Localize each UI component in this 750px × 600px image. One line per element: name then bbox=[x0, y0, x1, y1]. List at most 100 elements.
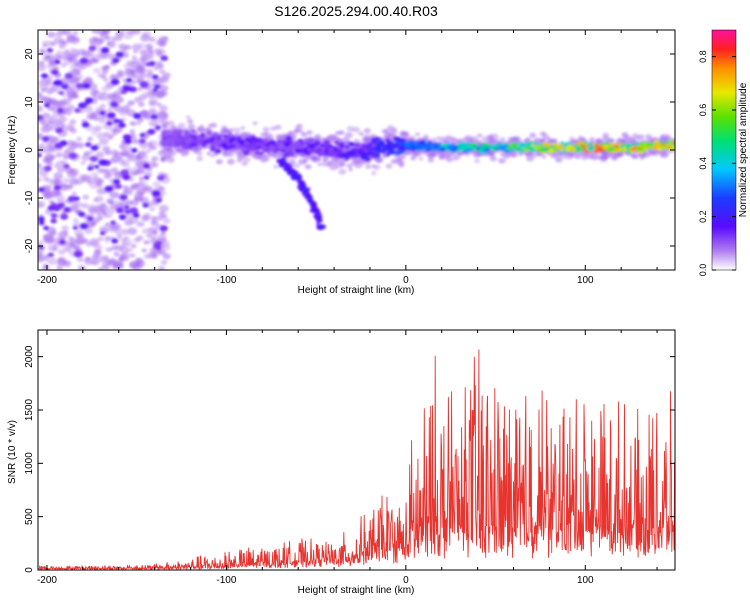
colorbar-label: Normalized spectral amplitude bbox=[738, 82, 749, 217]
spectrogram-blob bbox=[623, 136, 630, 141]
spectrogram-blob bbox=[358, 148, 365, 153]
spectrogram-blob bbox=[243, 141, 250, 146]
spectrogram-blob bbox=[112, 90, 122, 98]
spectrogram-x-tick-label: -200 bbox=[37, 275, 57, 286]
spectrogram-blob bbox=[529, 132, 537, 138]
spectrogram-blob bbox=[45, 87, 55, 95]
spectrogram-blob bbox=[323, 139, 331, 145]
spectrogram-blob bbox=[106, 41, 112, 46]
spectrogram-blob bbox=[445, 156, 454, 163]
spectrogram-blob bbox=[101, 85, 110, 92]
spectrogram-blob bbox=[51, 69, 59, 75]
spectrogram-blob bbox=[38, 165, 45, 171]
spectrogram-blob bbox=[262, 127, 270, 132]
spectrogram-blob bbox=[58, 43, 66, 49]
spectrogram-blob bbox=[427, 141, 432, 145]
spectrogram-blob bbox=[156, 175, 165, 181]
spectrogram-blob bbox=[146, 142, 154, 148]
spectrogram-blob bbox=[122, 70, 131, 77]
spectrogram-blob bbox=[118, 122, 126, 128]
spectrogram-blob bbox=[55, 152, 63, 158]
spectrogram-blob bbox=[427, 157, 435, 163]
spectrogram-blob bbox=[175, 148, 182, 153]
spectrogram-blob bbox=[363, 128, 371, 134]
spectrogram-blob bbox=[436, 136, 441, 140]
spectrogram-blob bbox=[376, 141, 384, 147]
spectrogram-blob bbox=[110, 78, 120, 86]
spectrogram-blob bbox=[523, 138, 530, 143]
spectrogram-blob bbox=[154, 240, 163, 247]
spectrogram-blob bbox=[143, 240, 150, 245]
spectrogram-blob bbox=[171, 129, 179, 135]
spectrogram-blob bbox=[72, 68, 81, 75]
spectrogram-blob bbox=[152, 181, 162, 188]
spectrogram-blob bbox=[146, 233, 152, 238]
spectrogram-blob bbox=[525, 142, 531, 147]
spectrogram-blob bbox=[324, 149, 329, 153]
spectrogram-blob bbox=[69, 242, 77, 249]
spectrogram-blob bbox=[110, 167, 118, 173]
spectrogram-blob bbox=[236, 136, 241, 140]
spectrogram-blob bbox=[63, 207, 71, 213]
spectrogram-blob bbox=[303, 138, 310, 144]
spectrogram-blob bbox=[263, 138, 268, 142]
spectrogram-blob bbox=[105, 247, 111, 252]
spectrogram-blob bbox=[148, 100, 157, 107]
spectrogram-blob bbox=[51, 33, 57, 38]
snr-x-tick-label: 100 bbox=[577, 575, 594, 586]
spectrogram-blob bbox=[98, 216, 104, 221]
spectrogram-y-tick-label: 10 bbox=[24, 96, 35, 108]
spectrogram-blob bbox=[232, 141, 238, 145]
spectrogram-blob bbox=[140, 110, 150, 117]
spectrogram-blob bbox=[64, 72, 74, 80]
spectrogram-blob bbox=[346, 163, 353, 169]
spectrogram-blob bbox=[90, 145, 99, 151]
spectrogram-blob bbox=[257, 137, 264, 143]
spectrogram-blob bbox=[348, 141, 355, 147]
spectrogram-blob bbox=[483, 147, 491, 153]
spectrogram-blob bbox=[634, 142, 640, 146]
spectrogram-blob bbox=[181, 144, 189, 150]
spectrogram-blob bbox=[138, 179, 145, 184]
spectrogram-blob bbox=[67, 184, 73, 188]
spectrogram-blob bbox=[139, 133, 146, 137]
spectrogram-blob bbox=[122, 238, 133, 246]
spectrogram-blob bbox=[99, 138, 109, 146]
spectrogram-blob bbox=[660, 152, 669, 159]
spectrogram-blob bbox=[629, 152, 636, 158]
spectrogram-blob bbox=[114, 230, 122, 236]
spectrogram-blob bbox=[46, 47, 54, 53]
spectrogram-blob bbox=[57, 249, 66, 255]
spectrogram-blob bbox=[389, 129, 398, 135]
spectrogram-blob bbox=[129, 129, 136, 134]
spectrogram-blob bbox=[392, 136, 399, 141]
spectrogram-blob bbox=[130, 261, 136, 266]
spectrogram-blob bbox=[607, 138, 613, 142]
spectrogram-blob bbox=[113, 251, 120, 257]
spectrogram-blob bbox=[130, 171, 138, 177]
spectrogram-blob bbox=[67, 95, 74, 101]
spectrogram-blob bbox=[95, 107, 102, 112]
spectrogram-blob bbox=[96, 37, 105, 44]
spectrogram-blob bbox=[114, 183, 123, 190]
spectrogram-blob bbox=[59, 183, 70, 191]
spectrogram-blob bbox=[413, 151, 421, 157]
spectrogram-blob bbox=[158, 69, 166, 74]
spectrogram-blob bbox=[294, 129, 300, 134]
spectrogram-blob bbox=[80, 161, 86, 165]
snr-y-tick-label: 2000 bbox=[24, 345, 35, 368]
spectrogram-blob bbox=[55, 127, 63, 134]
spectrogram-blob bbox=[306, 194, 313, 200]
spectrogram-blob bbox=[38, 251, 44, 259]
spectrogram-blob bbox=[104, 150, 112, 156]
spectrogram-blob bbox=[155, 91, 165, 99]
spectrogram-blob bbox=[53, 178, 63, 186]
spectrogram-blob bbox=[156, 198, 162, 203]
spectrogram-blob bbox=[578, 135, 583, 140]
spectrogram-blob bbox=[88, 150, 94, 155]
spectrogram-blob bbox=[127, 227, 138, 235]
spectrogram-blob bbox=[161, 135, 168, 141]
spectrogram-blob bbox=[309, 202, 316, 207]
spectrogram-blob bbox=[183, 130, 191, 137]
spectrogram-blob bbox=[668, 139, 673, 143]
